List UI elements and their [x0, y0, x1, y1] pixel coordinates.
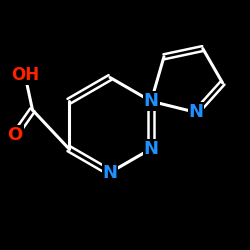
Text: O: O [8, 126, 22, 144]
Text: N: N [188, 104, 204, 122]
Text: OH: OH [11, 66, 39, 84]
Text: N: N [144, 140, 159, 158]
Text: N: N [102, 164, 118, 182]
Text: N: N [144, 92, 159, 110]
